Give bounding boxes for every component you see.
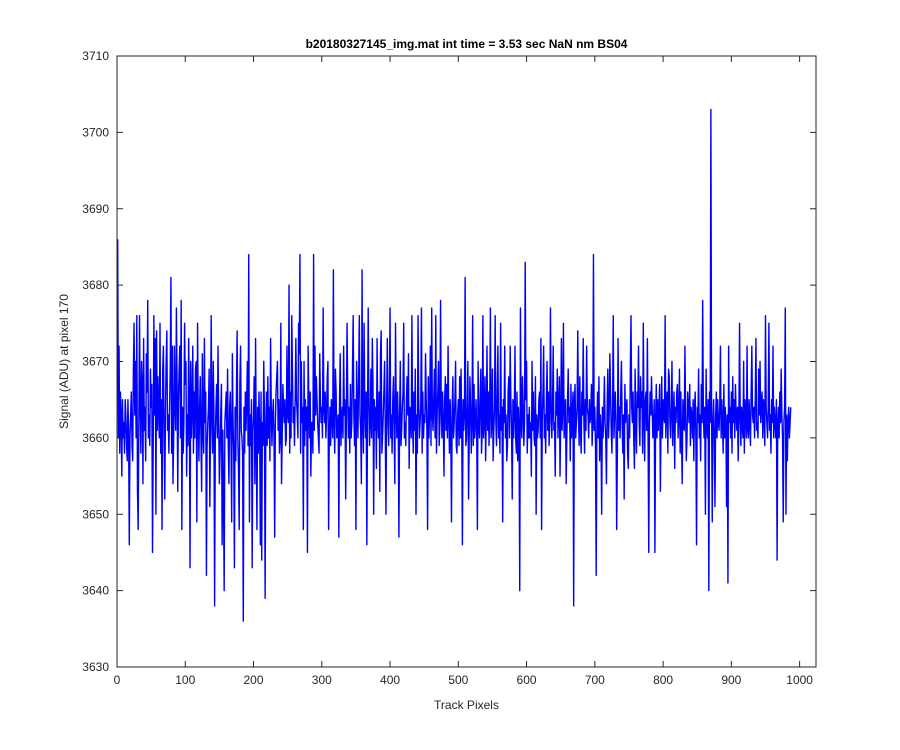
x-tick-label: 600 bbox=[517, 673, 537, 687]
x-axis-label: Track Pixels bbox=[434, 698, 499, 712]
x-tick-label: 200 bbox=[244, 673, 264, 687]
x-tick-label: 0 bbox=[114, 673, 121, 687]
y-tick-label: 3640 bbox=[82, 584, 109, 598]
plot-area bbox=[116, 108, 792, 622]
x-tick-label: 800 bbox=[653, 673, 673, 687]
chart-title: b20180327145_img.mat int time = 3.53 sec… bbox=[306, 37, 628, 51]
y-tick-label: 3670 bbox=[82, 355, 109, 369]
y-tick-label: 3660 bbox=[82, 431, 109, 445]
y-tick-label: 3650 bbox=[82, 507, 109, 521]
x-tick-label: 400 bbox=[380, 673, 400, 687]
x-tick-label: 500 bbox=[448, 673, 468, 687]
y-tick-label: 3690 bbox=[82, 202, 109, 216]
series-line-0 bbox=[116, 108, 792, 622]
y-tick-label: 3630 bbox=[82, 660, 109, 674]
y-axis-label: Signal (ADU) at pixel 170 bbox=[57, 294, 71, 429]
x-tick-label: 300 bbox=[312, 673, 332, 687]
y-tick-label: 3680 bbox=[82, 278, 109, 292]
x-tick-label: 100 bbox=[175, 673, 195, 687]
x-tick-label: 900 bbox=[721, 673, 741, 687]
y-tick-label: 3710 bbox=[82, 49, 109, 63]
y-tick-label: 3700 bbox=[82, 125, 109, 139]
x-tick-label: 700 bbox=[585, 673, 605, 687]
axis-ticks: 0 100 200 300 400 500 600 700 800 900 1000 3630 3640… bbox=[82, 49, 816, 687]
x-tick-label: 1000 bbox=[786, 673, 813, 687]
